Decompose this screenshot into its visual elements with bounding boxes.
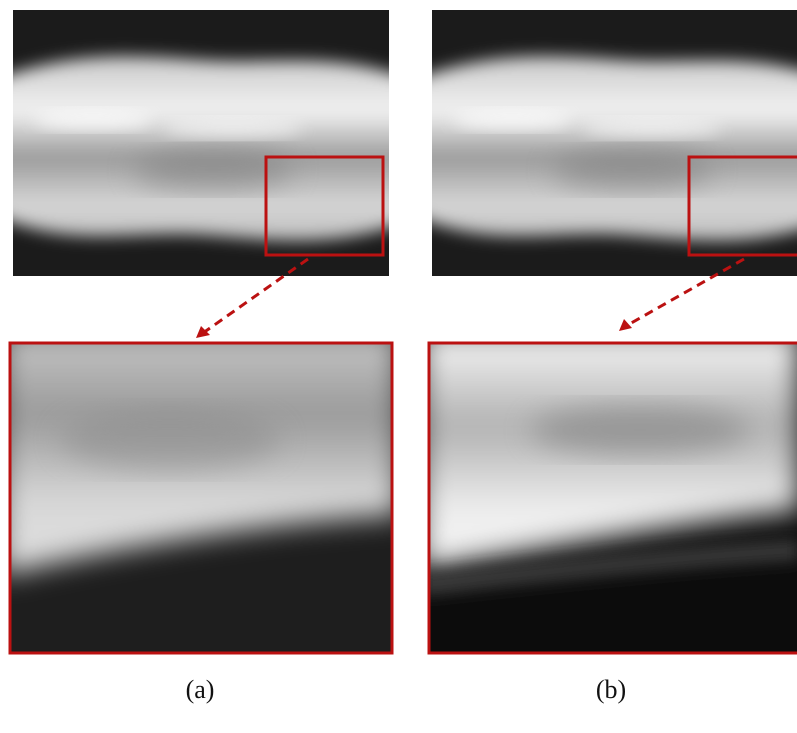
page: {"panels": [{"label": "(a)"}, {"label": … <box>0 0 797 733</box>
arrow-head <box>619 319 632 331</box>
zoom-image <box>0 330 400 653</box>
panel-label: (a) <box>186 675 215 704</box>
panel-label: (b) <box>596 675 626 704</box>
figure: (a) (b) <box>0 0 797 733</box>
sinogram-image <box>412 10 797 276</box>
zoom-image <box>420 330 797 653</box>
sinogram-image <box>0 10 413 276</box>
